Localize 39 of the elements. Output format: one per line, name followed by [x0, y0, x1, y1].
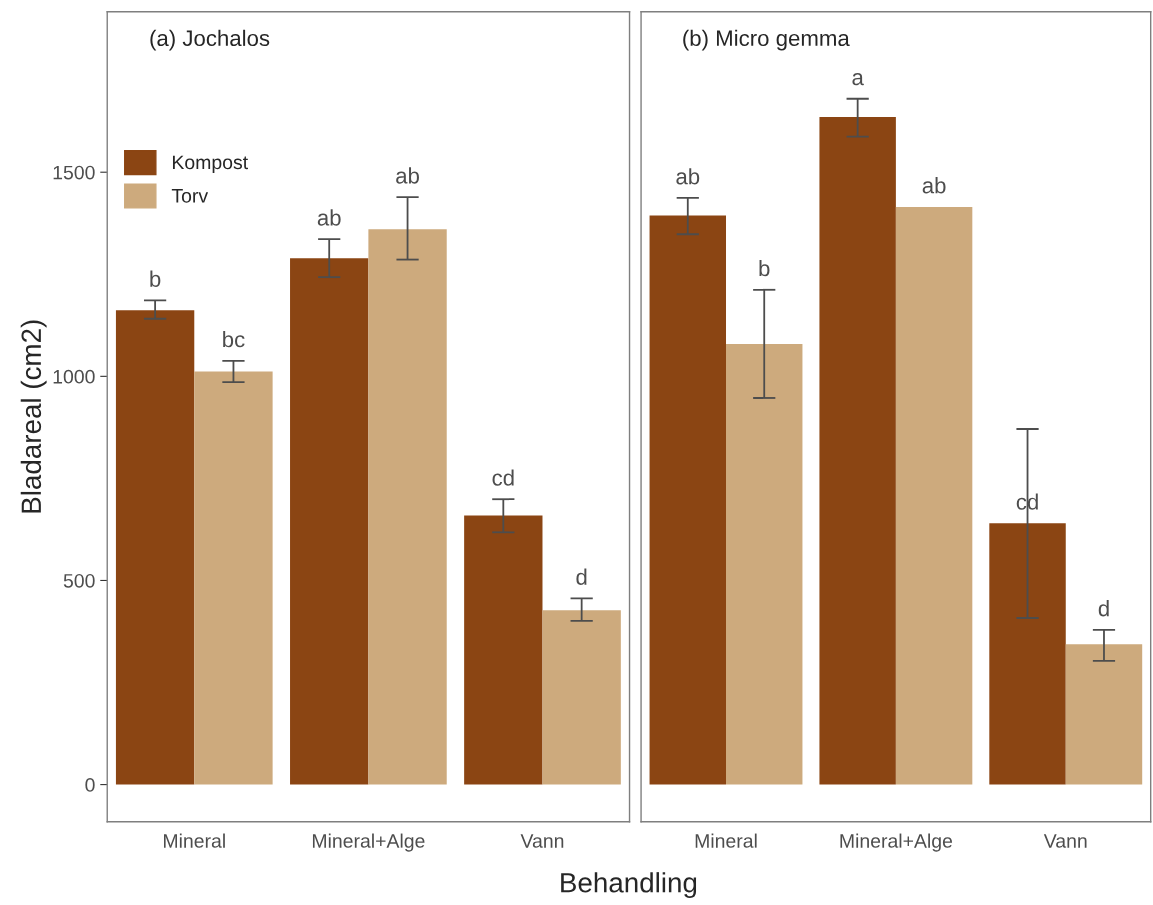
data-label: b: [759, 259, 770, 277]
data-label: ab: [396, 167, 419, 184]
data-label: cd: [492, 469, 514, 486]
x-axis-title: Behandling: [561, 872, 697, 899]
bar: [194, 371, 273, 785]
bar: [649, 215, 727, 785]
data-label: ab: [922, 177, 946, 194]
x-tick-label: Mineral+Alge: [312, 833, 425, 852]
bar: [895, 206, 973, 785]
y-axis-title: Bladareal (cm2): [20, 320, 47, 513]
data-label: ab: [676, 168, 700, 185]
legend-label: Torv: [171, 189, 209, 203]
x-tick-label: Mineral: [695, 833, 757, 848]
data-label: a: [852, 73, 864, 86]
bar: [290, 258, 369, 785]
x-tick-label: Vann: [1043, 834, 1087, 848]
x-tick-label: Vann: [520, 834, 564, 848]
bar: [1065, 644, 1143, 785]
bar: [726, 344, 803, 785]
bar: [115, 310, 195, 785]
text: (a) Jochalos: [150, 29, 270, 51]
y-tick-label: 0: [85, 778, 95, 792]
x-tick-label: Mineral+Alge: [840, 833, 953, 852]
bar: [989, 523, 1066, 785]
bar: [368, 229, 447, 785]
data-label: d: [576, 568, 587, 585]
data-label: ab: [317, 209, 341, 226]
y-tick-label: 1000: [53, 369, 95, 384]
x-tick-label: Mineral: [164, 833, 225, 848]
bar: [819, 117, 896, 785]
data-label: b: [150, 270, 161, 287]
legend-label: Kompost: [172, 155, 248, 174]
data-label: bc: [223, 331, 245, 348]
bar: [542, 610, 621, 785]
bar: [464, 515, 543, 785]
text: (b) Micro gemma: [683, 29, 850, 51]
data-label: d: [1098, 600, 1109, 617]
y-tick-label: 500: [63, 573, 95, 588]
y-tick-label: 1500: [53, 165, 95, 180]
